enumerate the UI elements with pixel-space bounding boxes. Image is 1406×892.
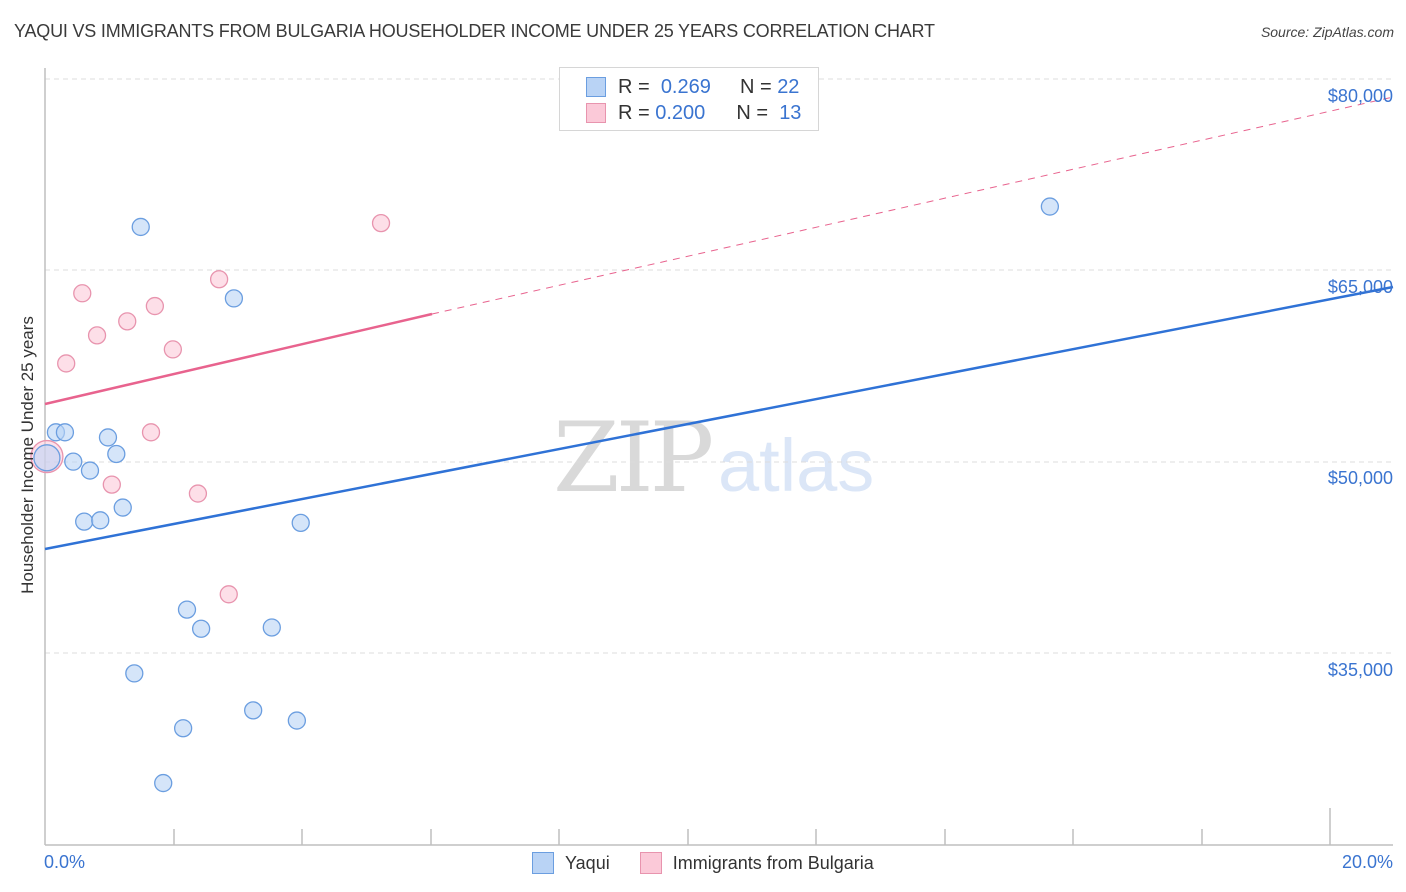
r-value: 0.200 xyxy=(655,101,706,124)
n-value: 13 xyxy=(779,101,802,124)
bulgaria-point xyxy=(57,354,76,373)
bulgaria-point xyxy=(118,312,137,331)
yaqui-point xyxy=(131,217,150,237)
yaqui-point xyxy=(107,444,126,464)
y-axis-label: Householder Income Under 25 years xyxy=(18,316,37,594)
y-tick-35000: $35,000 xyxy=(1327,660,1393,680)
yaqui-point xyxy=(224,289,244,308)
series-legend: Yaqui Immigrants from Bulgaria xyxy=(532,852,904,874)
bulgaria-point xyxy=(371,213,391,233)
yaqui-point xyxy=(64,452,83,471)
r-value: 0.269 xyxy=(660,75,711,98)
yaqui-point xyxy=(191,619,211,638)
y-tick-80000: $80,000 xyxy=(1327,86,1393,106)
legend-item-yaqui[interactable]: Yaqui xyxy=(532,852,610,874)
x-tick-20: 20.0% xyxy=(1341,852,1393,872)
yaqui-point xyxy=(113,498,132,517)
yaqui-swatch-icon xyxy=(586,77,606,97)
bulgaria-swatch-icon xyxy=(586,103,606,123)
n-label: N = xyxy=(736,101,769,124)
yaqui-point xyxy=(262,618,281,637)
bulgaria-point xyxy=(145,296,165,316)
source-label: Source: ZipAtlas.com xyxy=(1260,24,1394,40)
x-tick-0: 0.0% xyxy=(44,852,86,872)
axes xyxy=(44,68,1393,846)
scatter-points xyxy=(30,197,1060,793)
yaqui-point xyxy=(173,719,193,738)
bulgaria-point xyxy=(102,475,121,494)
gridlines xyxy=(45,78,1393,654)
n-value: 22 xyxy=(777,75,800,98)
bulgaria-trend-line xyxy=(44,312,433,406)
legend-label: Yaqui xyxy=(565,852,610,873)
yaqui-point xyxy=(91,511,110,530)
bulgaria-point xyxy=(219,585,238,604)
yaqui-point xyxy=(244,701,263,720)
yaqui-point xyxy=(33,444,61,472)
watermark-zip: ZIP xyxy=(553,402,714,514)
bulgaria-point xyxy=(163,340,183,359)
r-label: R = xyxy=(618,75,650,98)
bulgaria-point xyxy=(141,423,161,442)
yaqui-point xyxy=(291,513,310,533)
legend-row-yaqui: R = 0.269 N = 22 xyxy=(586,75,799,99)
bulgaria-swatch-icon xyxy=(639,852,662,874)
yaqui-point xyxy=(177,600,197,619)
trend-lines xyxy=(44,96,1394,551)
bulgaria-point xyxy=(73,284,92,303)
correlation-legend: R = 0.269 N = 22 R = 0.200 N = 13 xyxy=(559,67,819,131)
n-label: N = xyxy=(739,75,772,98)
yaqui-point xyxy=(98,428,118,447)
bulgaria-trend-line-extended xyxy=(431,96,1394,315)
bulgaria-point xyxy=(87,326,107,345)
bulgaria-point xyxy=(209,270,229,289)
yaqui-trend-line xyxy=(44,285,1394,551)
yaqui-swatch-icon xyxy=(532,852,554,874)
yaqui-point xyxy=(75,512,94,531)
legend-row-bulgaria: R = 0.200 N = 13 xyxy=(586,101,801,125)
yaqui-point xyxy=(80,461,100,480)
yaqui-point xyxy=(125,664,144,683)
yaqui-point xyxy=(154,773,173,793)
r-label: R = xyxy=(618,101,650,124)
yaqui-point xyxy=(1040,197,1060,216)
legend-item-bulgaria[interactable]: Immigrants from Bulgaria xyxy=(639,852,874,874)
y-tick-65000: $65,000 xyxy=(1327,277,1393,297)
y-tick-50000: $50,000 xyxy=(1327,468,1393,488)
legend-label: Immigrants from Bulgaria xyxy=(672,852,874,873)
watermark-atlas: atlas xyxy=(718,424,875,507)
chart-title: YAQUI VS IMMIGRANTS FROM BULGARIA HOUSEH… xyxy=(14,21,935,41)
yaqui-point xyxy=(287,711,307,730)
yaqui-point xyxy=(55,423,75,442)
bulgaria-point xyxy=(188,484,208,503)
